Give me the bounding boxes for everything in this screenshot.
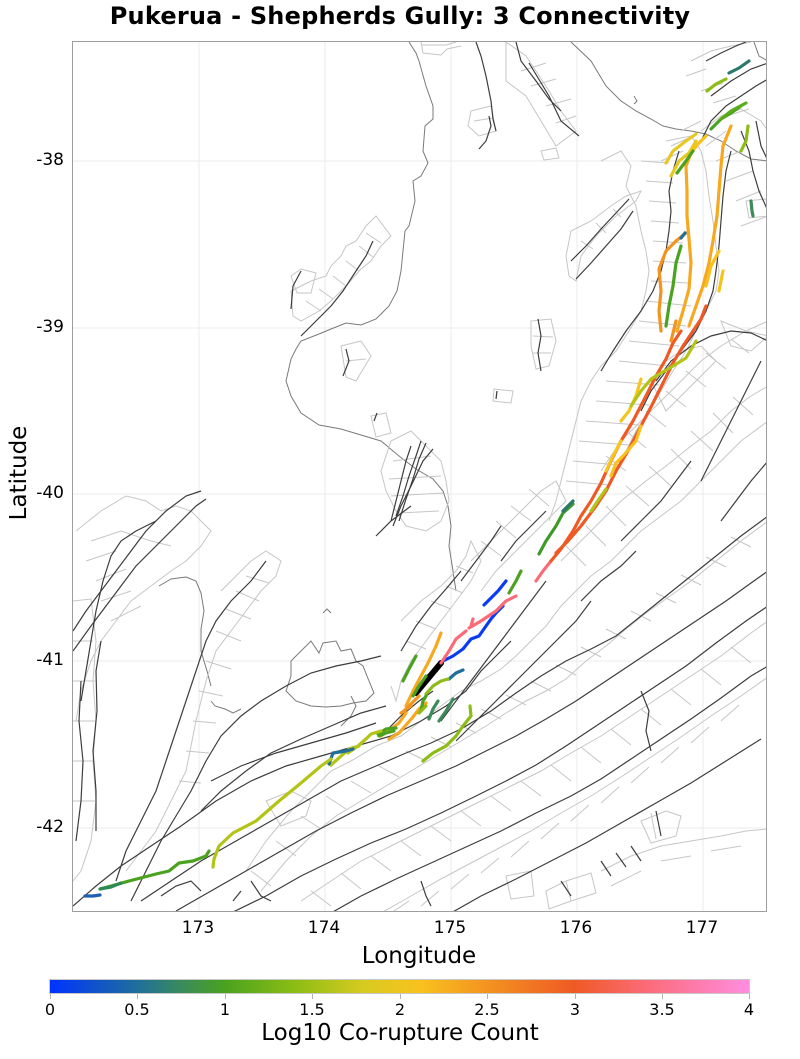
colorbar-tick-label: 1 [219,1000,231,1019]
colorbar-tick [575,994,576,999]
colorbar-title: Log10 Co-rupture Count [261,1020,539,1046]
colorbar-tick-label: 4 [743,1000,755,1019]
colorbar-tick [225,994,226,999]
y-tick-label: -38 [36,150,64,170]
y-tick-label: -40 [36,483,64,503]
colorbar-tick-label: 2.5 [474,1000,500,1019]
colorbar-tick [662,994,663,999]
colorbar-tick-label: 2 [394,1000,406,1019]
y-tick-label: -42 [36,817,64,837]
x-tick-label: 175 [433,918,467,938]
x-tick-label: 173 [181,918,215,938]
coastline [158,42,766,727]
map-plot-area[interactable] [72,41,767,912]
map-canvas [73,42,766,911]
colorbar-tick-label: 0 [44,1000,56,1019]
colorbar-tick [749,994,750,999]
fault-traces [73,42,766,911]
x-tick-label: 176 [559,918,593,938]
chart-title: Pukerua - Shepherds Gully: 3 Connectivit… [109,2,691,30]
colorbar-tick-label: 3.5 [649,1000,675,1019]
colorbar-tick [312,994,313,999]
co-rupture-sections [83,59,755,898]
colorbar-tick-label: 3 [569,1000,581,1019]
colorbar [49,979,750,994]
x-axis-label: Longitude [361,943,477,969]
x-tick-label: 174 [307,918,341,938]
y-tick-label: -39 [36,317,64,337]
x-tick-label: 177 [685,918,719,938]
colorbar-tick-label: 0.5 [124,1000,150,1019]
y-axis-label: Latitude [6,425,32,521]
y-tick-label: -41 [36,650,64,670]
colorbar-tick [137,994,138,999]
colorbar-tick [400,994,401,999]
colorbar-tick [487,994,488,999]
colorbar-tick [50,994,51,999]
colorbar-tick-label: 1.5 [299,1000,325,1019]
